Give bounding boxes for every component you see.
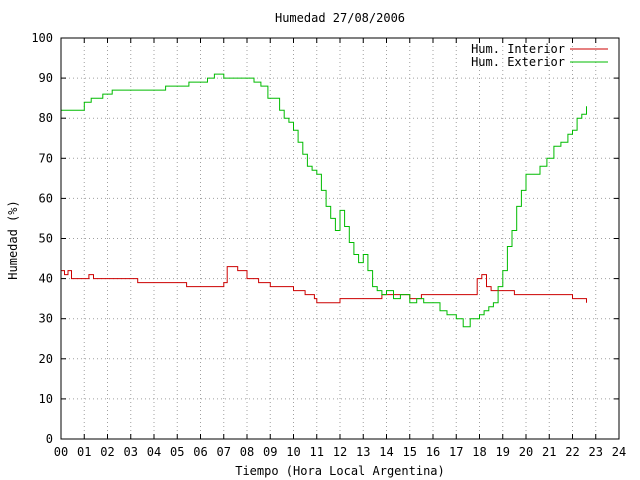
x-tick-label: 03 — [124, 445, 138, 459]
x-tick-label: 21 — [542, 445, 556, 459]
x-tick-label: 17 — [449, 445, 463, 459]
x-tick-label: 15 — [403, 445, 417, 459]
x-tick-label: 13 — [356, 445, 370, 459]
x-tick-label: 19 — [496, 445, 510, 459]
y-tick-label: 60 — [39, 191, 53, 205]
y-tick-label: 100 — [31, 31, 53, 45]
x-tick-label: 22 — [565, 445, 579, 459]
x-tick-label: 10 — [286, 445, 300, 459]
legend-label-hum-exterior: Hum. Exterior — [471, 55, 565, 69]
x-tick-label: 18 — [472, 445, 486, 459]
x-axis-label: Tiempo (Hora Local Argentina) — [235, 464, 445, 478]
y-tick-label: 50 — [39, 232, 53, 246]
x-tick-label: 14 — [379, 445, 393, 459]
grid-lines — [61, 38, 619, 439]
x-tick-label: 05 — [170, 445, 184, 459]
x-tick-label: 20 — [519, 445, 533, 459]
chart-title: Humedad 27/08/2006 — [275, 11, 405, 25]
x-tick-label: 07 — [217, 445, 231, 459]
legend-label-hum-interior: Hum. Interior — [471, 42, 565, 56]
x-tick-label: 01 — [77, 445, 91, 459]
y-tick-label: 40 — [39, 272, 53, 286]
y-tick-label: 90 — [39, 71, 53, 85]
x-tick-label: 24 — [612, 445, 626, 459]
series-line-hum-interior — [61, 266, 587, 304]
x-tick-label: 04 — [147, 445, 161, 459]
series-line-hum-exterior — [61, 73, 587, 328]
y-tick-label: 70 — [39, 151, 53, 165]
y-tick-label: 20 — [39, 352, 53, 366]
y-axis-label: Humedad (%) — [6, 200, 20, 279]
x-tick-label: 08 — [240, 445, 254, 459]
x-tick-label: 11 — [310, 445, 324, 459]
y-tick-label: 80 — [39, 111, 53, 125]
y-tick-label: 0 — [46, 432, 53, 446]
x-tick-label: 02 — [100, 445, 114, 459]
x-tick-label: 16 — [426, 445, 440, 459]
x-tick-label: 06 — [193, 445, 207, 459]
series-layer — [61, 73, 587, 328]
x-tick-label: 00 — [54, 445, 68, 459]
axis-ticks: 00 01 02 03 04 05 06 07 08 09 10 11 12 13 14 15 16 17 18 19… — [31, 31, 626, 459]
x-tick-label: 12 — [333, 445, 347, 459]
plot-frame — [60, 37, 620, 440]
legend: Hum. Interior Hum. Exterior — [471, 42, 608, 69]
y-tick-label: 10 — [39, 392, 53, 406]
x-tick-label: 23 — [589, 445, 603, 459]
y-tick-label: 30 — [39, 312, 53, 326]
x-tick-label: 09 — [263, 445, 277, 459]
